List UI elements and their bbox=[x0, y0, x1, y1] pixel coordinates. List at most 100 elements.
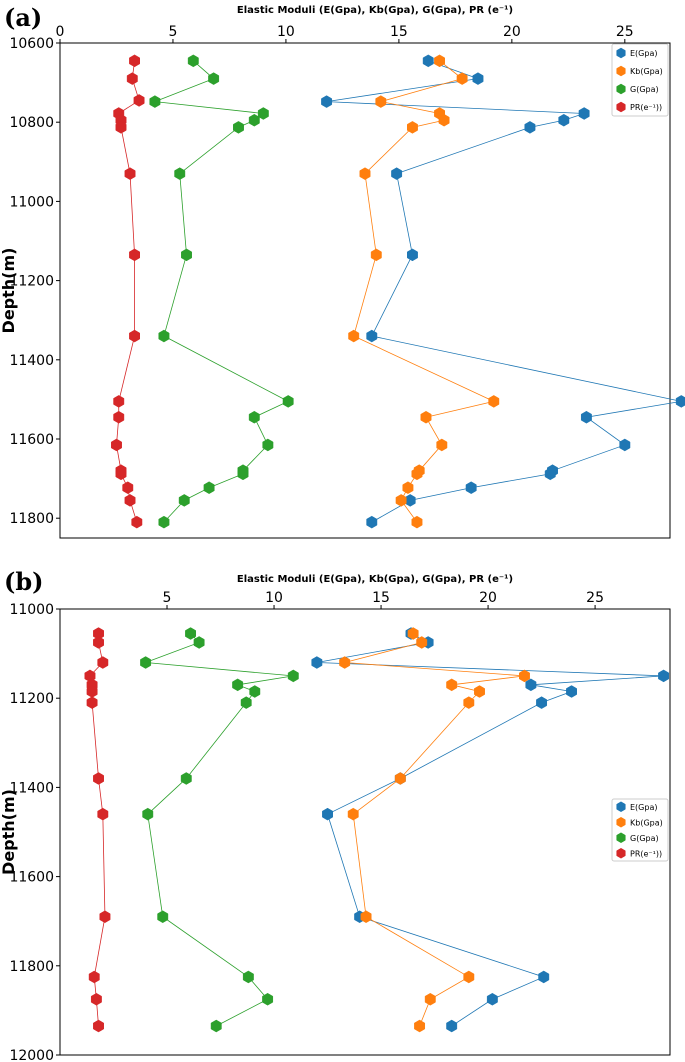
panel-a-ytick-label: 10800 bbox=[9, 115, 54, 131]
panel-b-series-3-point bbox=[97, 807, 109, 821]
panel-a-legend-label-1: Kb(Gpa) bbox=[630, 67, 663, 76]
panel-b-series-0-point bbox=[536, 696, 548, 709]
panel-a-letter: (a) bbox=[4, 3, 42, 32]
panel-a-series-0-point bbox=[524, 121, 536, 134]
panel-a-series-2-point bbox=[262, 438, 274, 452]
panel-a-plot-frame bbox=[59, 42, 671, 539]
panel-a-series-2-point bbox=[149, 95, 161, 108]
panel-a-series-1-point bbox=[411, 467, 423, 481]
panel-a-series-0-point bbox=[675, 395, 685, 408]
panel-a-series-2-point bbox=[257, 107, 269, 120]
panel-a-legend-marker-2 bbox=[616, 83, 626, 95]
panel-a-series-2-point bbox=[203, 481, 215, 494]
panel-a-title: Elastic Moduli (E(Gpa), Kb(Gpa), G(Gpa),… bbox=[237, 5, 513, 16]
panel-b-series-3-point bbox=[86, 696, 98, 709]
panel-b-series-2-point bbox=[240, 696, 252, 709]
panel-b-xtick-label: 10 bbox=[265, 590, 283, 606]
panel-b-series-3-point bbox=[93, 772, 104, 785]
panel-a-series-3-point bbox=[129, 329, 140, 343]
panel-a-series-1-point bbox=[411, 515, 423, 529]
panel-a-series-0-point bbox=[558, 113, 570, 127]
panel-a-series-2-point bbox=[178, 494, 190, 507]
panel-a-ytick-label: 11800 bbox=[9, 511, 54, 527]
panel-a-legend-label-0: E(Gpa) bbox=[630, 49, 657, 58]
panel-b-xtick-label: 20 bbox=[479, 590, 497, 606]
panel-a-series-2-point bbox=[248, 113, 260, 127]
panel-a-series-3-point bbox=[113, 410, 125, 424]
panel-a-series-3-point bbox=[129, 54, 140, 68]
panel-b-legend-label-2: G(Gpa) bbox=[630, 834, 659, 843]
panel-b-series-0-point bbox=[311, 656, 323, 669]
panel-b-series-2-point bbox=[210, 1019, 222, 1033]
panel-a-series-0-point bbox=[366, 515, 378, 529]
panel-a-series-2-point bbox=[158, 329, 170, 343]
panel-b-series-0-point bbox=[486, 992, 498, 1006]
panel-b-legend-marker-1 bbox=[616, 816, 626, 828]
panel-b-series-1-point bbox=[414, 1019, 426, 1033]
panel-b-series-1-point bbox=[347, 807, 359, 821]
panel-a-legend-marker-1 bbox=[616, 65, 626, 77]
panel-b-series-1-point bbox=[360, 910, 372, 924]
panel-a-series-1-point bbox=[359, 167, 371, 180]
panel-a-series-3-point bbox=[111, 438, 122, 452]
panel-a-series-0-point bbox=[321, 95, 333, 108]
panel-a-series-1-point bbox=[375, 95, 387, 108]
panel-a-series-2-point bbox=[181, 248, 192, 262]
panel-a-series-0-point bbox=[391, 167, 403, 180]
panel-a-series-2-point bbox=[248, 410, 260, 424]
panel-a-series-1-point bbox=[370, 248, 382, 262]
panel-a-series-0-point bbox=[544, 467, 556, 481]
panel-a-series-2-point bbox=[208, 72, 220, 85]
panel-b-legend-label-0: E(Gpa) bbox=[630, 803, 657, 812]
panel-a-series-line-1 bbox=[353, 60, 495, 523]
panel-b-chart: (b) Elastic Moduli (E(Gpa), Kb(Gpa), G(Gp… bbox=[0, 567, 671, 1062]
panel-b-series-1-point bbox=[424, 992, 436, 1006]
panel-b-series-3-point bbox=[93, 1019, 104, 1033]
panel-b-xtick-label: 15 bbox=[372, 590, 390, 606]
panel-a-series-1-point bbox=[420, 410, 432, 424]
panel-b-series-2-point bbox=[232, 678, 244, 692]
panel-a-series-0-point bbox=[619, 438, 631, 452]
panel-a-legend-marker-0 bbox=[616, 47, 626, 59]
panel-b-ytick-label: 11400 bbox=[9, 780, 54, 796]
panel-a-ylabel: Depth(m) bbox=[0, 248, 18, 334]
panel-b-ytick-label: 11600 bbox=[9, 870, 54, 886]
panel-a-legend-box bbox=[611, 43, 669, 117]
panel-b-series-3-point bbox=[93, 636, 104, 649]
panel-a-series-0-point bbox=[407, 248, 418, 262]
panel-b-series-0-point bbox=[322, 807, 333, 821]
panel-a-ytick-label: 11600 bbox=[9, 432, 54, 448]
panel-b-legend-marker-2 bbox=[616, 832, 626, 844]
panel-a-series-1-point bbox=[438, 113, 450, 127]
panel-b-series-0-point bbox=[538, 970, 550, 984]
panel-b-plot-frame bbox=[59, 608, 671, 1056]
panel-a-series-line-0 bbox=[326, 60, 682, 523]
panel-b-series-2-point bbox=[142, 807, 154, 821]
panel-b-letter: (b) bbox=[4, 567, 44, 596]
panel-a-series-3-point bbox=[124, 494, 136, 507]
panel-b-legend-box bbox=[611, 798, 669, 862]
panel-a-series-3-point bbox=[124, 167, 136, 180]
panel-b-series-2-point bbox=[249, 685, 261, 698]
panel-a-series-3-point bbox=[126, 72, 138, 85]
panel-b-legend-label-3: PR(e⁻¹)) bbox=[630, 849, 662, 858]
panel-a-legend-marker-3 bbox=[616, 101, 626, 113]
panel-a-series-line-2 bbox=[154, 60, 290, 523]
panel-a-series-1-point bbox=[395, 494, 407, 507]
panel-b-series-0-point bbox=[525, 678, 537, 692]
panel-b-ytick-label: 11000 bbox=[9, 602, 54, 618]
panel-b-series-1-point bbox=[339, 656, 351, 669]
panel-a-ytick-label: 10600 bbox=[9, 36, 54, 52]
panel-a-ytick-label: 11000 bbox=[9, 194, 54, 210]
panel-b-series-1-point bbox=[407, 627, 419, 640]
panel-b-ylabel: Depth(m) bbox=[0, 789, 18, 875]
panel-a-series-2-point bbox=[174, 167, 186, 180]
panel-a-series-0-point bbox=[465, 481, 477, 494]
panel-b-ytick-label: 11200 bbox=[9, 691, 54, 707]
panel-b-series-2-point bbox=[193, 636, 205, 649]
panel-b-series-1-point bbox=[519, 669, 530, 683]
panel-a-series-3-point bbox=[129, 248, 140, 262]
panel-b-series-1-point bbox=[416, 636, 428, 649]
panel-a-series-1-point bbox=[407, 121, 418, 134]
panel-b-series-line-2 bbox=[145, 633, 294, 1027]
